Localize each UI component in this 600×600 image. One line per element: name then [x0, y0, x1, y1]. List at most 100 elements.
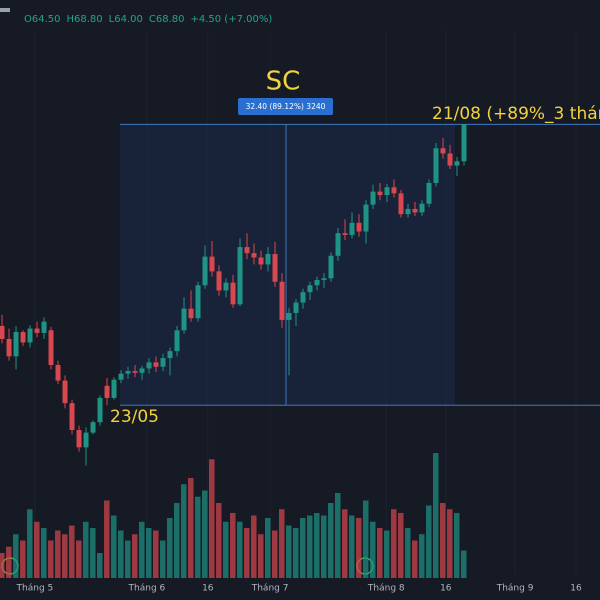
candle-body	[272, 254, 278, 282]
volume-bar	[202, 490, 208, 578]
volume-bar	[321, 515, 327, 578]
volume-bar	[279, 509, 285, 578]
volume-bar	[209, 459, 215, 578]
volume-bar	[27, 509, 33, 578]
candle-body	[216, 271, 222, 291]
volume-bar	[398, 513, 404, 578]
volume-bar	[195, 496, 201, 578]
volume-bar	[132, 534, 138, 578]
candle-body	[41, 321, 47, 333]
candle-body	[83, 432, 89, 448]
volume-bar	[34, 521, 40, 578]
volume-bar	[6, 546, 12, 578]
ohlc-value: C68.80	[149, 14, 185, 25]
volume-bar	[146, 528, 152, 578]
candle-body	[377, 191, 383, 196]
annotation: 23/05	[110, 407, 159, 427]
volume-bar	[237, 521, 243, 578]
volume-bar	[314, 513, 320, 578]
candle-body	[132, 371, 138, 373]
chart-title: SC	[266, 67, 301, 97]
volume-bar	[405, 528, 411, 578]
x-tick-label: 16	[202, 584, 214, 594]
candle-body	[419, 203, 425, 213]
candle-body	[90, 422, 96, 433]
candle-body	[0, 325, 5, 339]
candle-body	[97, 397, 103, 423]
volume-bar	[244, 528, 250, 578]
candle-body	[398, 193, 404, 215]
volume-bar	[349, 515, 355, 578]
volume-bar	[440, 503, 446, 578]
candle-body	[461, 123, 467, 162]
volume-bar	[174, 503, 180, 578]
candle-body	[174, 330, 180, 352]
volume-bar	[377, 528, 383, 578]
volume-bar	[41, 528, 47, 578]
candle-body	[286, 312, 292, 320]
ohlc-value: H68.80	[67, 14, 103, 25]
candle-body	[300, 292, 306, 303]
volume-bar	[293, 528, 299, 578]
candle-body	[433, 148, 439, 183]
candle-body	[167, 351, 173, 359]
volume-bar	[69, 525, 75, 578]
candle-body	[104, 385, 110, 398]
volume-bar	[412, 540, 418, 578]
volume-bar	[460, 550, 467, 578]
candle-body	[321, 278, 327, 281]
candle-body	[111, 379, 117, 398]
candle-body	[279, 281, 285, 320]
menu-icon[interactable]	[0, 8, 10, 12]
candle-body	[335, 233, 341, 256]
volume-bar	[265, 518, 271, 578]
volume-bar	[258, 534, 264, 578]
volume-bar	[0, 553, 5, 578]
volume-bar	[160, 540, 166, 578]
candle-body	[6, 338, 12, 357]
candle-body	[34, 328, 40, 333]
candle-body	[209, 256, 215, 272]
volume-bar	[307, 515, 313, 578]
volume-bar	[391, 509, 397, 578]
volume-bar	[230, 513, 236, 578]
x-tick-label: 16	[570, 584, 582, 594]
x-tick-label: Tháng 8	[367, 584, 405, 594]
volume-bar	[97, 553, 103, 578]
candle-body	[440, 148, 446, 154]
candle-body	[363, 204, 369, 232]
candle-body	[27, 328, 33, 343]
candle-body	[265, 254, 271, 265]
ohlc-value: L64.00	[109, 14, 143, 25]
candle-body	[118, 373, 124, 380]
volume-bar	[62, 534, 68, 578]
x-tick-label: Tháng 5	[16, 584, 54, 594]
candle-body	[384, 187, 390, 196]
candle-body	[160, 358, 166, 367]
candle-body	[391, 187, 397, 194]
x-tick-label: Tháng 7	[251, 584, 289, 594]
volume-bar	[76, 540, 82, 578]
volume-bar	[104, 500, 110, 578]
volume-bar	[251, 515, 257, 578]
candle-body	[48, 330, 54, 365]
volume-bar	[118, 530, 124, 578]
volume-bar	[223, 521, 229, 578]
candle-body	[328, 255, 334, 279]
volume-bar	[356, 518, 362, 578]
volume-bar	[370, 521, 376, 578]
volume-bar	[55, 530, 61, 578]
x-tick-label: 16	[440, 584, 452, 594]
ohlc-value: O64.50	[24, 14, 61, 25]
x-tick-label: Tháng 9	[496, 584, 534, 594]
candle-body	[20, 332, 26, 343]
volume-bar	[453, 513, 460, 578]
volume-bar	[363, 500, 369, 578]
volume-bar	[384, 530, 390, 578]
volume-bar	[328, 503, 334, 578]
candle-body	[307, 285, 313, 293]
volume-bar	[272, 530, 278, 578]
ohlc-legend: O64.50 H68.80 L64.00 C68.80 +4.50 (+7.00%)	[24, 14, 272, 25]
measure-box	[120, 124, 455, 406]
